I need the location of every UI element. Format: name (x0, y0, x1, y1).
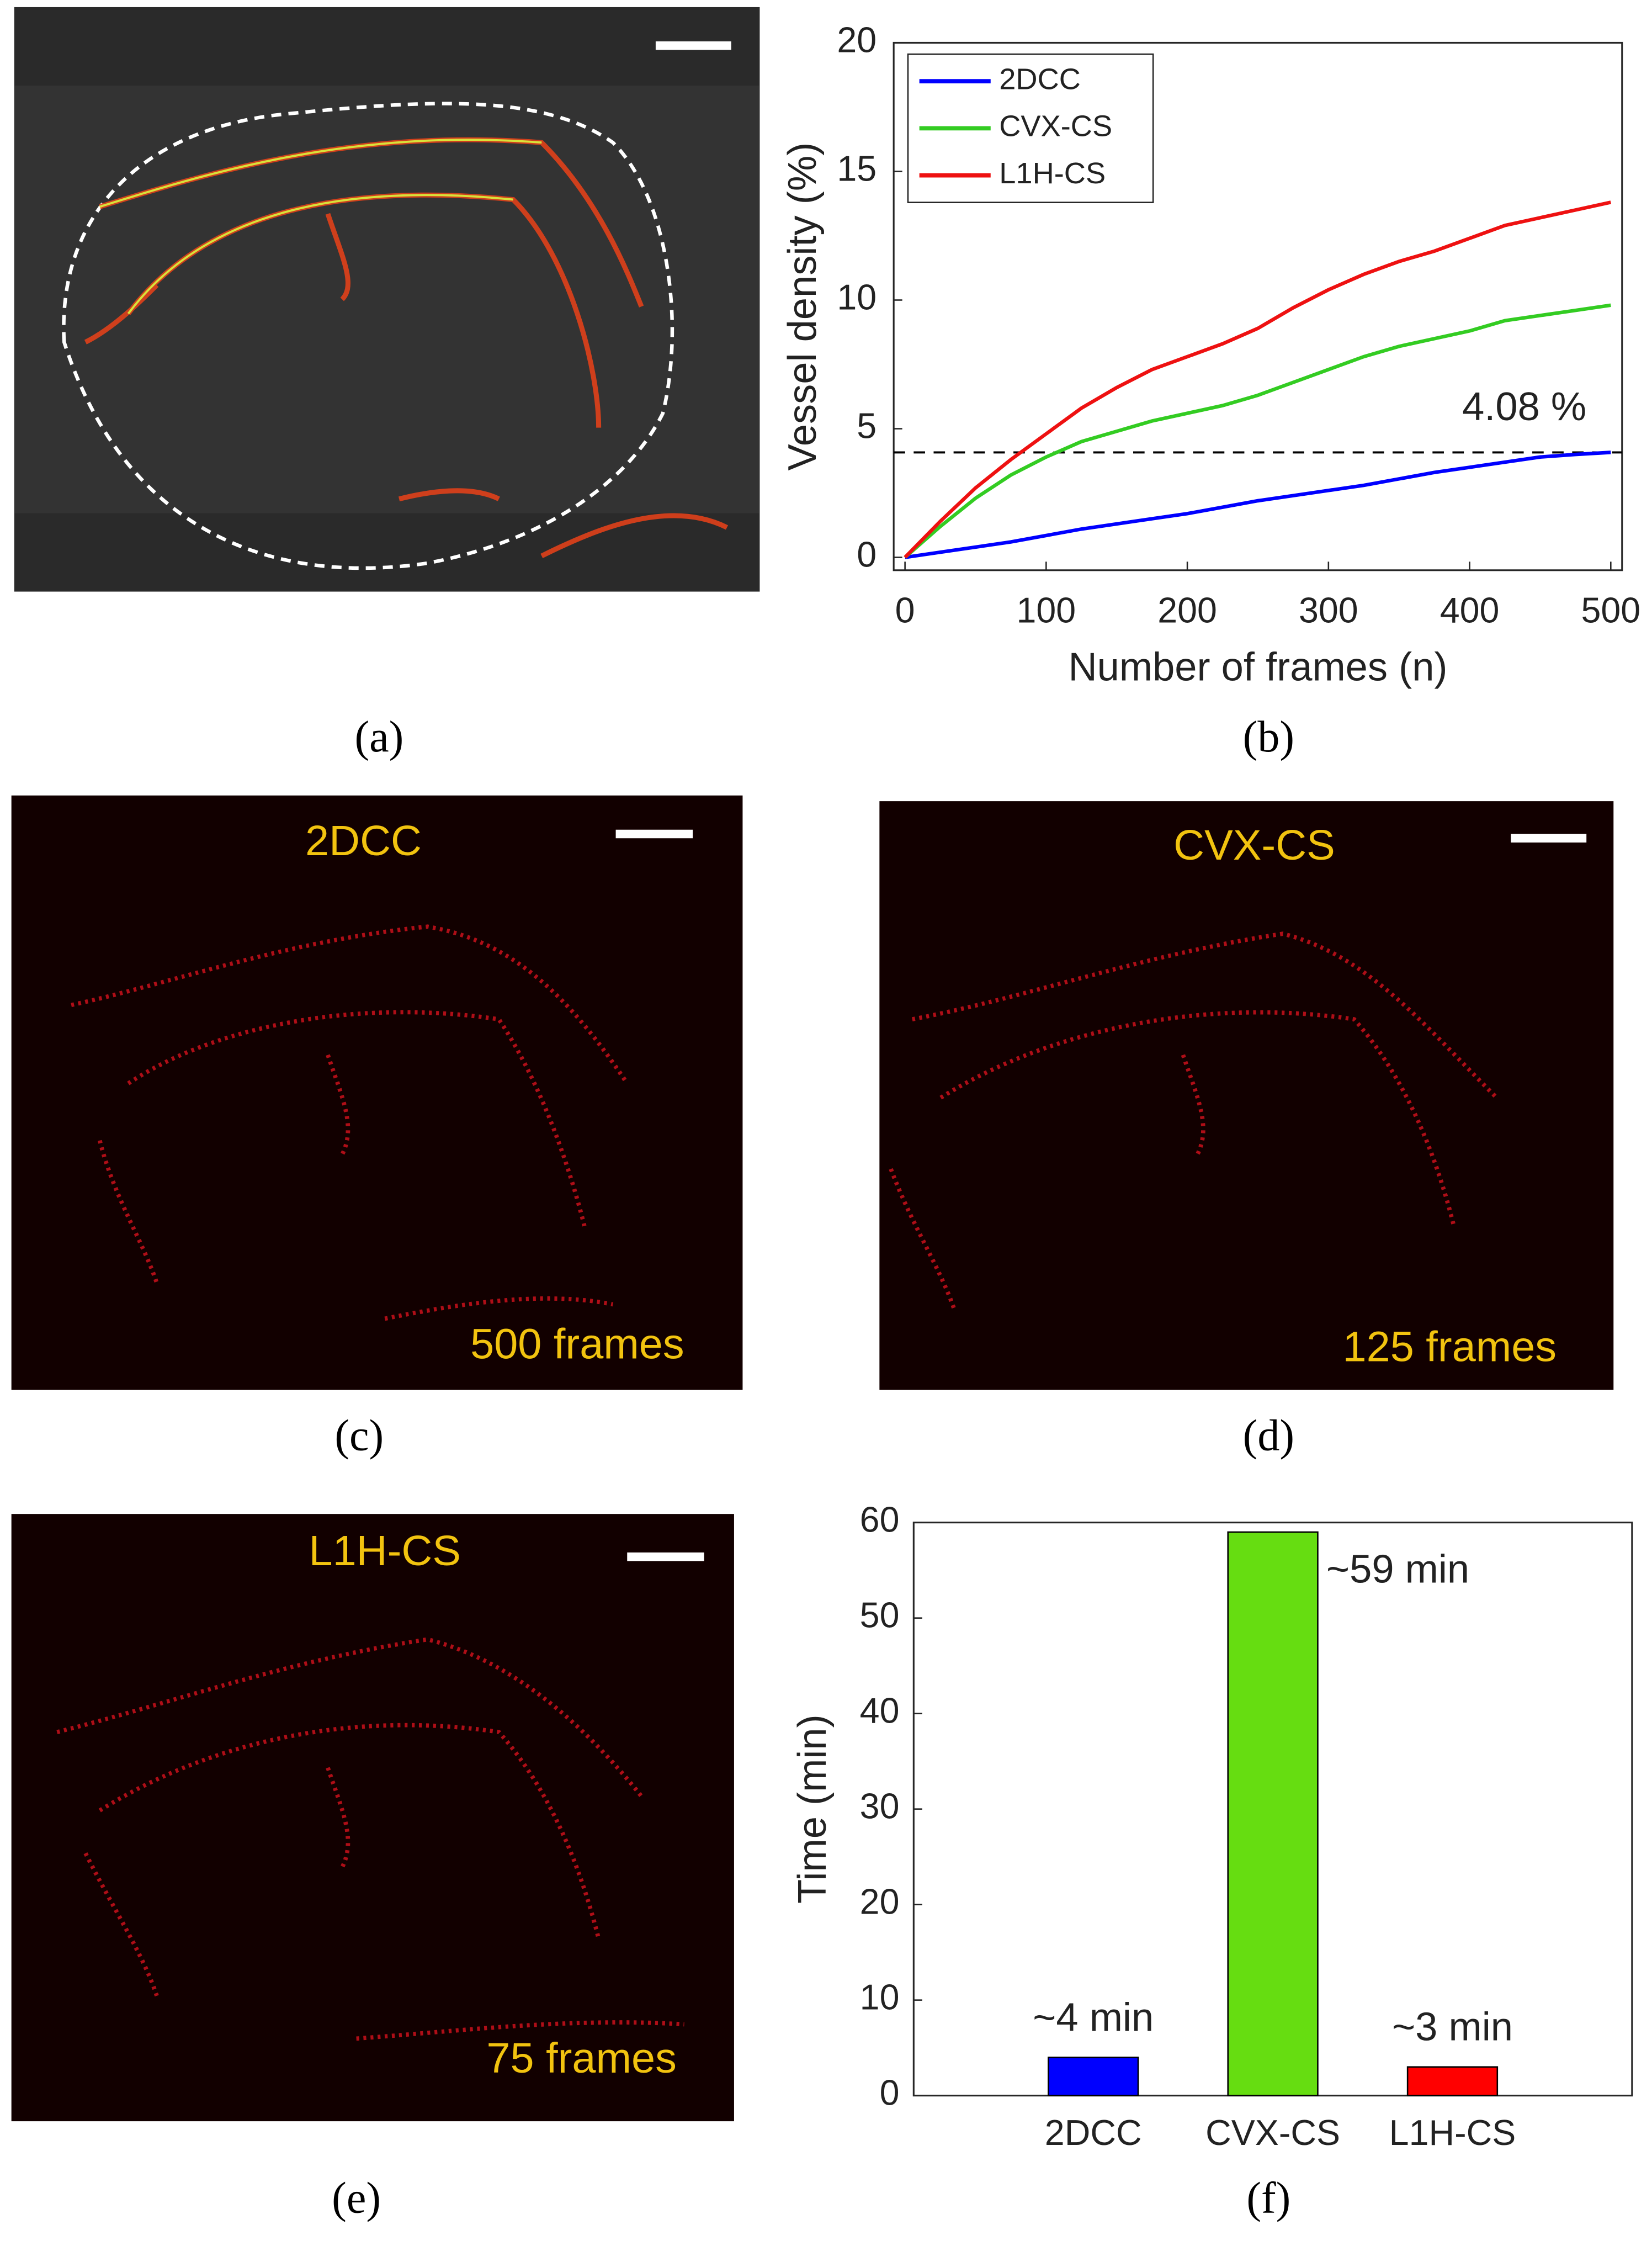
y-tick-label: 50 (860, 1596, 900, 1635)
x-axis-label: Number of frames (n) (1068, 645, 1447, 690)
panel-label: (b) (1243, 713, 1294, 761)
bar (1406, 2066, 1499, 2096)
y-axis-label: Time (min) (790, 1714, 835, 1904)
x-tick-label: L1H-CS (1389, 2113, 1516, 2153)
bar (1227, 1531, 1319, 2096)
y-tick-label: 10 (860, 1978, 900, 2017)
panel-d-image (879, 801, 1614, 1390)
panel-a-image (14, 7, 760, 592)
panel-label: (d) (1243, 1411, 1294, 1460)
x-tick-label: 200 (1157, 590, 1217, 630)
x-tick-label: 300 (1299, 590, 1358, 630)
x-tick-label: 500 (1581, 590, 1640, 630)
y-tick-label: 20 (860, 1882, 900, 1922)
panel-title: 2DCC (305, 817, 422, 865)
y-tick-label: 60 (860, 1500, 900, 1540)
series-line (904, 200, 1612, 559)
series-line (904, 303, 1611, 559)
x-tick-label: 400 (1440, 590, 1500, 630)
y-tick-label: 30 (860, 1787, 900, 1826)
reference-label: 4.08 % (1462, 385, 1586, 429)
x-tick-label: 100 (1017, 590, 1076, 630)
panel-label: (a) (355, 713, 404, 761)
value-label: ~4 min (1033, 1995, 1154, 2039)
y-tick-label: 20 (837, 20, 877, 60)
bar (1048, 2057, 1139, 2096)
y-tick-label: 15 (837, 149, 877, 189)
y-tick-label: 0 (880, 2073, 900, 2113)
panel-title: CVX-CS (1173, 822, 1335, 869)
y-tick-label: 5 (857, 406, 877, 446)
value-label: ~3 min (1392, 2005, 1513, 2049)
x-tick-label: 0 (895, 590, 915, 630)
legend-label: CVX-CS (999, 110, 1112, 143)
x-tick-label: 2DCC (1045, 2113, 1142, 2153)
panel-label: (e) (332, 2174, 381, 2223)
panel-caption: 500 frames (470, 1321, 684, 1368)
panel-caption: 125 frames (1343, 1323, 1557, 1371)
panel-e-image (11, 1514, 734, 2122)
legend-label: L1H-CS (999, 157, 1106, 190)
y-axis-label: Vessel density (%) (780, 142, 825, 471)
panel-label: (c) (334, 1411, 384, 1460)
series-line (905, 451, 1611, 559)
y-tick-label: 10 (837, 278, 877, 317)
y-tick-label: 40 (860, 1691, 900, 1731)
panel-title: L1H-CS (309, 1527, 461, 1575)
panel-label: (f) (1246, 2174, 1290, 2223)
panel-caption: 75 frames (486, 2035, 676, 2082)
value-label: ~59 min (1326, 1547, 1469, 1591)
x-tick-label: CVX-CS (1205, 2113, 1340, 2153)
panel-c-image (11, 795, 743, 1390)
y-tick-label: 0 (857, 535, 877, 575)
legend-label: 2DCC (999, 63, 1081, 96)
